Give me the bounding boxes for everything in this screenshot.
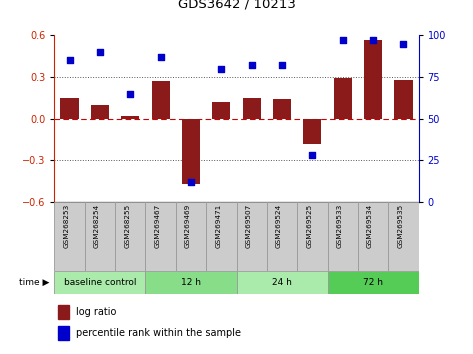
Bar	[61, 98, 79, 119]
Text: GSM269467: GSM269467	[155, 204, 161, 248]
Text: GSM268253: GSM268253	[63, 204, 70, 248]
Point	[218, 66, 225, 72]
Point	[400, 41, 407, 46]
Text: GDS3642 / 10213: GDS3642 / 10213	[177, 0, 296, 11]
Bar	[394, 80, 412, 119]
Point	[248, 63, 255, 68]
Text: 72 h: 72 h	[363, 278, 383, 287]
Text: GSM269525: GSM269525	[307, 204, 312, 248]
Bar	[358, 202, 388, 271]
Bar	[388, 202, 419, 271]
Bar	[236, 271, 327, 294]
Point	[126, 91, 134, 96]
Bar	[58, 305, 69, 319]
Text: GSM268254: GSM268254	[94, 204, 100, 248]
Bar	[297, 202, 327, 271]
Text: GSM268255: GSM268255	[124, 204, 130, 248]
Bar	[206, 202, 236, 271]
Bar	[54, 271, 146, 294]
Text: GSM269534: GSM269534	[367, 204, 373, 248]
Text: log ratio: log ratio	[76, 307, 117, 317]
Bar	[145, 271, 236, 294]
Text: GSM269524: GSM269524	[276, 204, 282, 248]
Point	[369, 38, 377, 43]
Bar	[85, 202, 115, 271]
Point	[308, 152, 316, 158]
Bar	[333, 78, 352, 119]
Text: GSM269535: GSM269535	[397, 204, 403, 248]
Text: GSM269507: GSM269507	[245, 204, 252, 248]
Bar	[145, 202, 176, 271]
Text: time ▶: time ▶	[19, 278, 50, 287]
Point	[278, 63, 286, 68]
Point	[96, 49, 104, 55]
Bar	[212, 102, 230, 119]
Point	[66, 57, 73, 63]
Bar	[364, 40, 382, 119]
Bar	[58, 326, 69, 340]
Text: 24 h: 24 h	[272, 278, 292, 287]
Point	[157, 54, 165, 60]
Bar	[54, 202, 85, 271]
Point	[339, 38, 347, 43]
Text: GSM269469: GSM269469	[185, 204, 191, 248]
Point	[187, 179, 195, 185]
Bar	[151, 81, 170, 119]
Bar	[303, 119, 322, 143]
Bar	[115, 202, 146, 271]
Text: percentile rank within the sample: percentile rank within the sample	[76, 328, 241, 338]
Bar	[236, 202, 267, 271]
Bar	[91, 105, 109, 119]
Bar	[176, 202, 206, 271]
Text: GSM269533: GSM269533	[337, 204, 343, 248]
Text: baseline control: baseline control	[64, 278, 136, 287]
Bar	[121, 116, 140, 119]
Bar	[182, 119, 200, 184]
Bar	[273, 99, 291, 119]
Text: GSM269471: GSM269471	[215, 204, 221, 248]
Bar	[327, 271, 419, 294]
Text: 12 h: 12 h	[181, 278, 201, 287]
Bar	[267, 202, 297, 271]
Bar	[327, 202, 358, 271]
Bar	[243, 98, 261, 119]
